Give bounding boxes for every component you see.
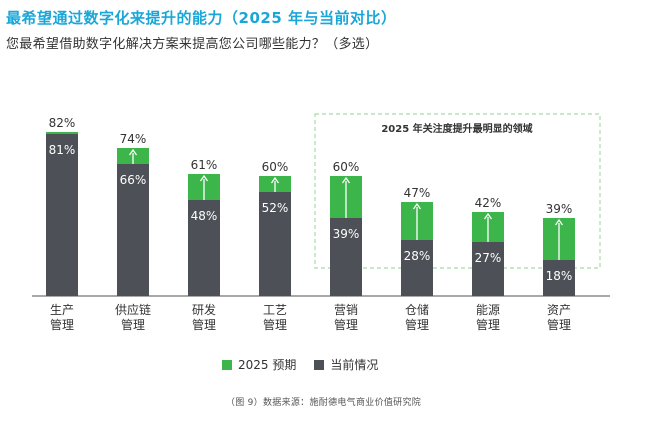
current-bar (259, 192, 291, 296)
legend: 2025 预期 当前情况 (222, 356, 396, 373)
x-tick-label: 管理 (192, 317, 216, 332)
x-tick-label: 生产 (50, 303, 74, 317)
current-value-label: 28% (404, 249, 431, 263)
current-value-label: 27% (475, 251, 502, 265)
forecast-value-label: 60% (262, 160, 289, 174)
source-note: （图 9）数据来源：施耐德电气商业价值研究院 (225, 398, 422, 408)
increase-arrow-head (341, 176, 351, 184)
chart-title: 最希望通过数字化来提升的能力（2025 年与当前对比） (6, 9, 397, 27)
forecast-value-label: 60% (333, 160, 360, 174)
current-value-label: 18% (546, 269, 573, 283)
x-tick-label: 供应链 (115, 302, 151, 317)
x-tick-label: 管理 (50, 317, 74, 332)
legend-label-forecast: 2025 预期 (238, 358, 297, 372)
current-bar (543, 260, 575, 296)
x-tick-label: 能源 (476, 303, 500, 317)
current-value-label: 48% (191, 209, 218, 223)
x-tick-label: 管理 (121, 317, 145, 332)
current-bar (330, 218, 362, 296)
x-tick-label: 工艺 (263, 303, 287, 317)
current-bar (46, 134, 78, 296)
current-bar (117, 164, 149, 296)
increase-arrow-head (412, 202, 422, 210)
increase-arrow-head (199, 174, 209, 182)
forecast-value-label: 74% (120, 132, 147, 146)
forecast-value-label: 42% (475, 196, 502, 210)
current-bar (472, 242, 504, 296)
forecast-value-label: 47% (404, 186, 431, 200)
current-bar (401, 240, 433, 296)
x-tick-label: 管理 (334, 317, 358, 332)
x-tick-label: 管理 (263, 317, 287, 332)
increase-arrow-head (128, 148, 138, 156)
legend-swatch-current (314, 359, 325, 370)
forecast-value-label: 61% (191, 158, 218, 172)
current-value-label: 81% (49, 143, 76, 157)
chart-subtitle: 您最希望借助数字化解决方案来提高您公司哪些能力？（多选） (6, 37, 379, 52)
increase-arrow-head (483, 212, 493, 220)
increase-arrow-head (554, 218, 564, 226)
legend-item-forecast: 2025 预期 (222, 356, 296, 373)
x-tick-label: 研发 (192, 302, 216, 317)
legend-swatch-forecast (222, 359, 232, 370)
x-tick-label: 营销 (334, 303, 358, 317)
increase-arrow-head (270, 176, 280, 184)
highlight-region (314, 113, 601, 269)
current-value-label: 66% (120, 173, 147, 187)
x-tick-label: 管理 (476, 317, 500, 332)
legend-label-current: 当前情况 (330, 358, 379, 372)
current-value-label: 39% (333, 227, 360, 241)
bar-chart: 2025 年关注度提升最明显的领域 82%81%生产管理74%66%供应链管理6… (32, 113, 610, 332)
forecast-value-label: 39% (546, 202, 573, 216)
x-tick-label: 仓储 (405, 302, 429, 317)
x-tick-label: 资产 (547, 303, 571, 317)
current-value-label: 52% (262, 201, 289, 215)
x-tick-label: 管理 (547, 317, 571, 332)
x-tick-label: 管理 (405, 317, 429, 332)
highlight-label: 2025 年关注度提升最明显的领域 (381, 122, 532, 135)
forecast-value-label: 82% (49, 116, 76, 130)
legend-item-current: 当前情况 (314, 356, 378, 373)
current-bar (188, 200, 220, 296)
